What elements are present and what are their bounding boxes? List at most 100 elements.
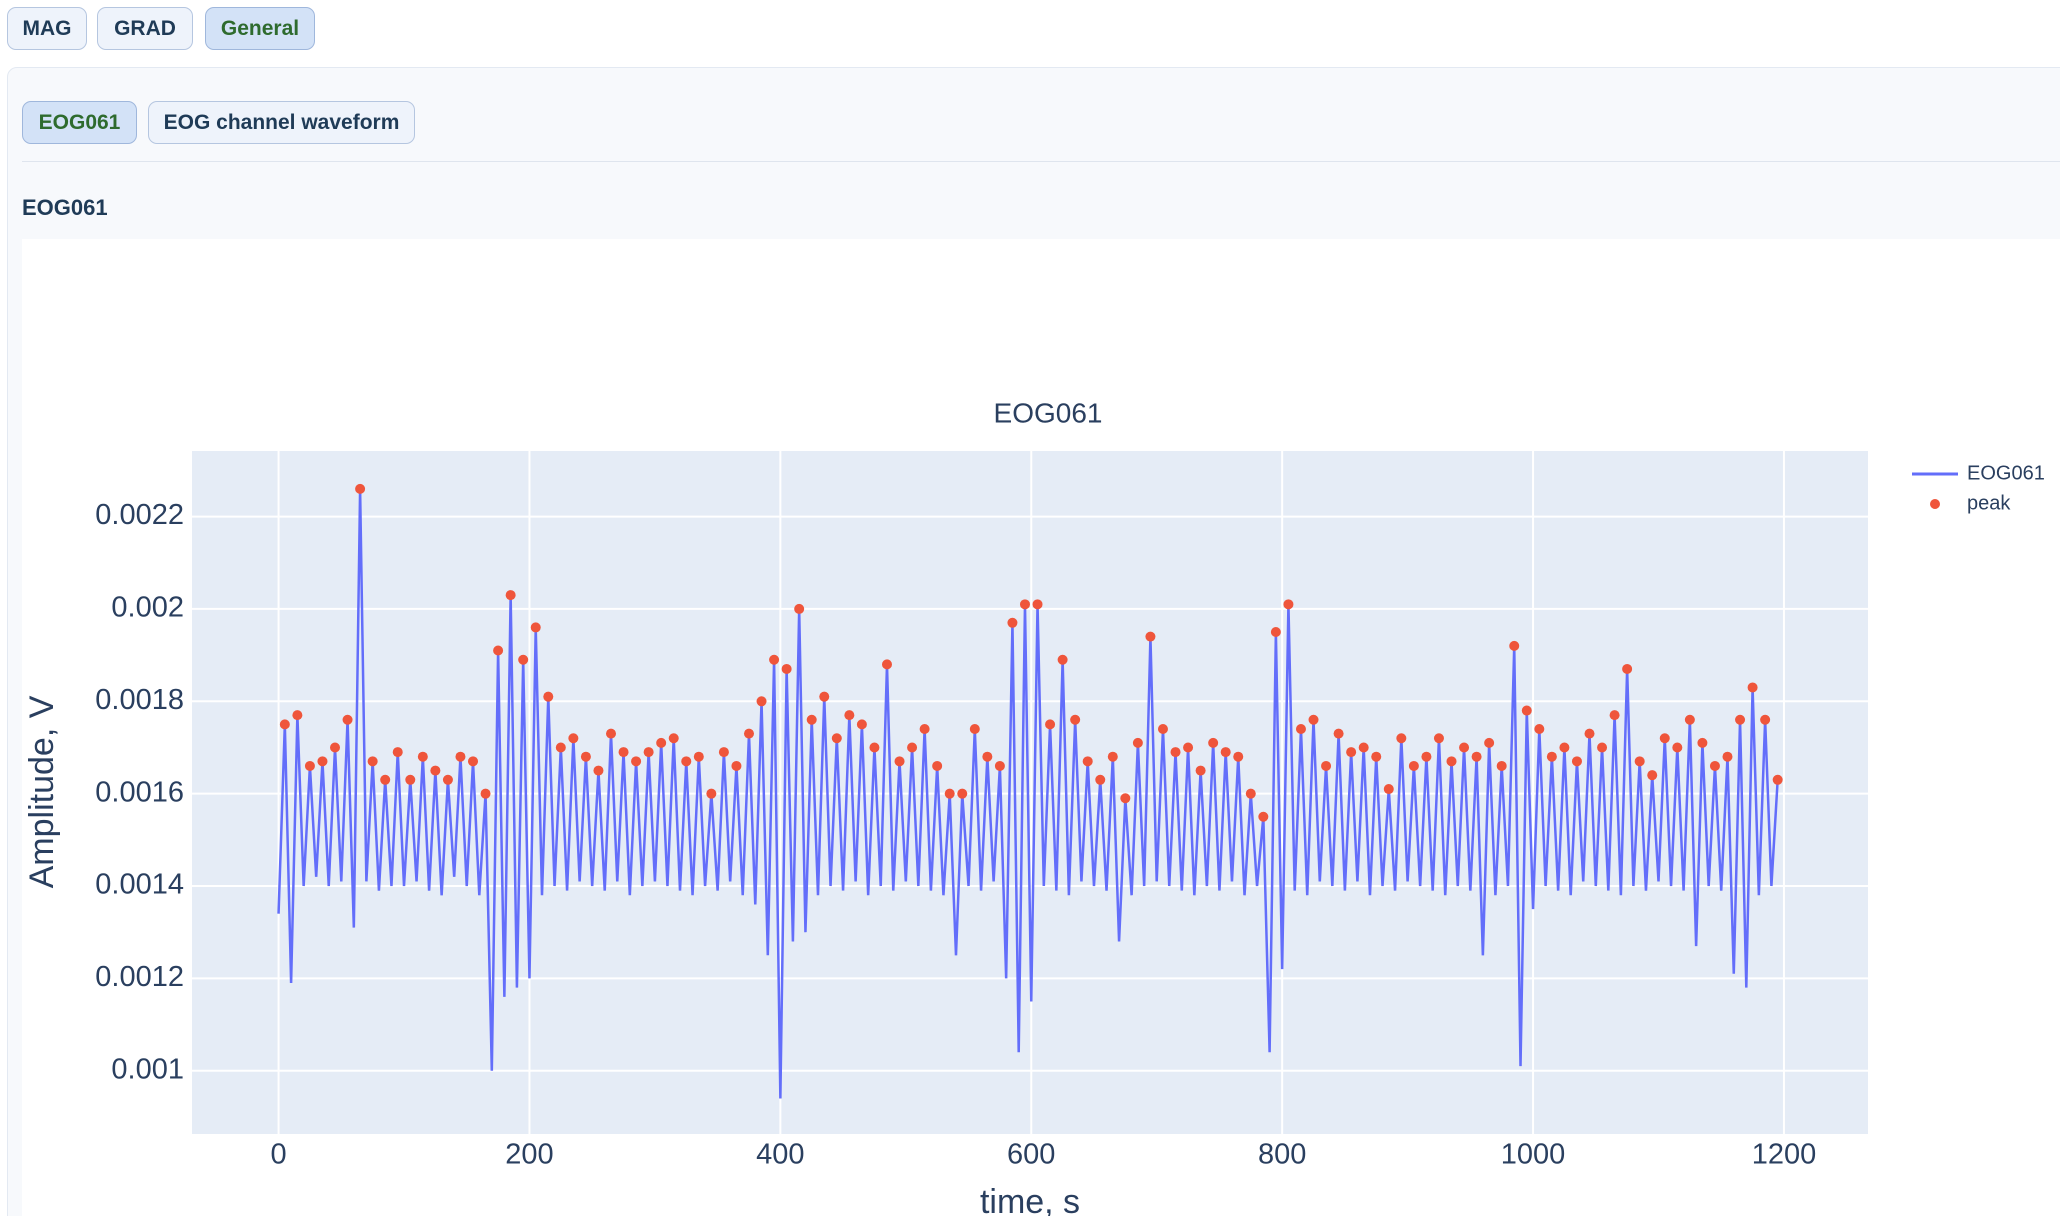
peak-marker bbox=[279, 719, 290, 730]
peak-marker bbox=[518, 654, 529, 665]
peak-marker bbox=[1170, 747, 1181, 758]
y-tick-label: 0.0012 bbox=[95, 961, 184, 993]
peak-marker bbox=[1295, 724, 1306, 735]
peak-marker bbox=[1597, 742, 1608, 753]
peak-marker bbox=[1070, 714, 1081, 725]
peak-marker bbox=[1647, 770, 1658, 781]
peak-marker bbox=[580, 751, 591, 762]
peak-marker bbox=[869, 742, 880, 753]
subtab-button[interactable]: EOG channel waveform bbox=[148, 101, 415, 144]
peak-marker bbox=[1459, 742, 1470, 753]
peak-marker bbox=[1396, 733, 1407, 744]
peak-marker bbox=[1521, 705, 1532, 716]
peak-marker bbox=[1609, 710, 1620, 721]
peak-marker bbox=[430, 765, 441, 776]
peak-marker bbox=[455, 751, 466, 762]
x-tick-label: 200 bbox=[505, 1139, 553, 1171]
y-tick-label: 0.0022 bbox=[95, 499, 184, 531]
peak-marker bbox=[367, 756, 378, 767]
peak-marker bbox=[1095, 774, 1106, 785]
peak-marker bbox=[706, 788, 717, 799]
peak-marker bbox=[1735, 714, 1746, 725]
peak-marker bbox=[505, 590, 516, 601]
peak-marker bbox=[1747, 682, 1758, 693]
peak-marker bbox=[982, 751, 993, 762]
peak-marker bbox=[668, 733, 679, 744]
peak-marker bbox=[493, 645, 504, 656]
tab-button[interactable]: MAG bbox=[7, 7, 87, 50]
peak-marker bbox=[1321, 760, 1332, 771]
peak-marker bbox=[1534, 724, 1545, 735]
peak-marker bbox=[1697, 737, 1708, 748]
separator bbox=[22, 161, 2060, 162]
y-tick-label: 0.0016 bbox=[95, 776, 184, 808]
peak-marker bbox=[1208, 737, 1219, 748]
x-tick-label: 1200 bbox=[1752, 1139, 1817, 1171]
peak-marker bbox=[693, 751, 704, 762]
y-axis-title: Amplitude, V bbox=[23, 695, 61, 888]
peak-marker bbox=[919, 724, 930, 735]
peak-marker bbox=[944, 788, 955, 799]
peak-marker bbox=[681, 756, 692, 767]
peak-marker bbox=[1220, 747, 1231, 758]
peak-marker bbox=[1358, 742, 1369, 753]
peak-marker bbox=[844, 710, 855, 721]
peak-marker bbox=[1659, 733, 1670, 744]
peak-marker bbox=[1007, 617, 1018, 628]
peak-marker bbox=[1722, 751, 1733, 762]
y-tick-label: 0.002 bbox=[111, 592, 184, 624]
subtab-button[interactable]: EOG061 bbox=[22, 101, 137, 144]
x-tick-label: 800 bbox=[1258, 1139, 1306, 1171]
peak-marker bbox=[731, 760, 742, 771]
peak-marker bbox=[568, 733, 579, 744]
peak-marker bbox=[994, 760, 1005, 771]
peak-marker bbox=[1546, 751, 1557, 762]
legend-label: EOG061 bbox=[1967, 462, 2045, 484]
peak-marker bbox=[1421, 751, 1432, 762]
peak-marker bbox=[1132, 737, 1143, 748]
peak-marker bbox=[1408, 760, 1419, 771]
peak-marker bbox=[831, 733, 842, 744]
peak-marker bbox=[656, 737, 667, 748]
peak-marker bbox=[1446, 756, 1457, 767]
peak-marker bbox=[1383, 784, 1394, 795]
peak-marker bbox=[392, 747, 403, 758]
peak-marker bbox=[1484, 737, 1495, 748]
peak-marker bbox=[1622, 663, 1633, 674]
x-tick-label: 400 bbox=[756, 1139, 804, 1171]
peak-marker bbox=[718, 747, 729, 758]
tab-button[interactable]: GRAD bbox=[97, 7, 193, 50]
peak-marker bbox=[1333, 728, 1344, 739]
peak-marker bbox=[330, 742, 341, 753]
peak-marker bbox=[769, 654, 780, 665]
peak-marker bbox=[1258, 811, 1269, 822]
peak-marker bbox=[1245, 788, 1256, 799]
peak-marker bbox=[593, 765, 604, 776]
peak-marker bbox=[543, 691, 554, 702]
tab-button[interactable]: General bbox=[205, 7, 315, 50]
peak-marker bbox=[1308, 714, 1319, 725]
peak-marker bbox=[530, 622, 541, 633]
peak-marker bbox=[1772, 774, 1783, 785]
x-tick-label: 0 bbox=[270, 1139, 286, 1171]
peak-marker bbox=[1183, 742, 1194, 753]
peak-marker bbox=[292, 710, 303, 721]
peak-marker bbox=[1045, 719, 1056, 730]
y-tick-label: 0.0014 bbox=[95, 869, 184, 901]
peak-marker bbox=[1233, 751, 1244, 762]
peak-marker bbox=[631, 756, 642, 767]
peak-marker bbox=[317, 756, 328, 767]
peak-marker bbox=[1082, 756, 1093, 767]
peak-marker bbox=[380, 774, 391, 785]
peak-marker bbox=[342, 714, 353, 725]
peak-marker bbox=[756, 696, 767, 707]
peak-marker bbox=[1032, 599, 1043, 610]
peak-marker bbox=[819, 691, 830, 702]
peak-marker bbox=[881, 659, 892, 670]
peak-marker bbox=[806, 714, 817, 725]
peak-marker bbox=[1371, 751, 1382, 762]
x-tick-label: 1000 bbox=[1501, 1139, 1566, 1171]
peak-marker bbox=[1346, 747, 1357, 758]
chart-title: EOG061 bbox=[994, 397, 1103, 428]
